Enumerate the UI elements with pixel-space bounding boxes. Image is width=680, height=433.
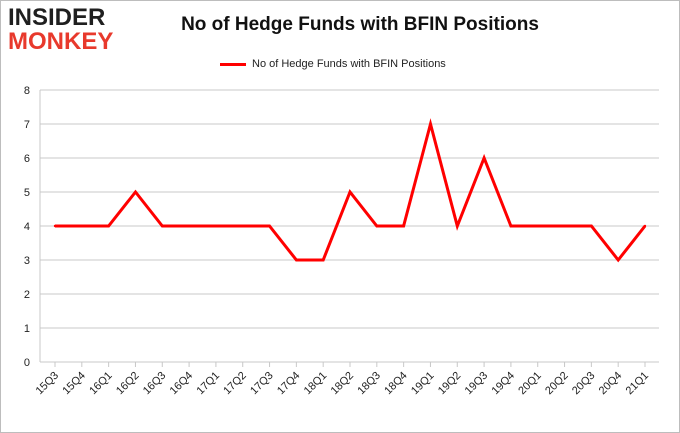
x-tick-label: 18Q4 <box>382 370 410 398</box>
y-tick-label: 6 <box>24 153 30 165</box>
x-tick-label: 17Q2 <box>221 370 249 398</box>
data-point <box>536 224 539 228</box>
data-point <box>80 224 84 228</box>
data-point <box>321 258 325 262</box>
y-tick-label: 3 <box>24 255 30 267</box>
data-point <box>456 224 459 228</box>
chart-legend: No of Hedge Funds with BFIN Positions <box>220 56 446 72</box>
x-tick-label: 21Q1 <box>624 370 652 398</box>
x-tick-label: 18Q2 <box>329 370 357 398</box>
logo-text-insider: INSIDER <box>8 4 106 31</box>
data-point <box>375 224 379 228</box>
x-tick-label: 20Q1 <box>516 370 544 398</box>
data-point <box>402 224 405 228</box>
x-tick-label: 16Q3 <box>141 370 169 398</box>
insider-monkey-logo: INSIDER MONKEY <box>8 4 128 54</box>
data-point <box>348 190 352 194</box>
data-point <box>53 224 57 228</box>
x-tick-label: 18Q1 <box>302 370 330 398</box>
legend-swatch <box>220 62 246 66</box>
x-tick-label: 20Q2 <box>543 370 571 398</box>
x-tick-label: 19Q4 <box>490 370 518 398</box>
x-tick-label: 16Q1 <box>87 370 115 398</box>
x-tick-label: 19Q3 <box>463 370 491 398</box>
data-point <box>482 156 486 160</box>
data-point <box>643 224 647 228</box>
y-tick-label: 7 <box>24 119 30 131</box>
x-tick-label: 18Q3 <box>355 370 383 398</box>
data-point <box>295 258 298 262</box>
y-tick-label: 8 <box>24 85 30 97</box>
data-point <box>107 224 110 228</box>
logo-text-monkey: MONKEY <box>8 28 114 55</box>
data-point <box>563 224 566 228</box>
y-tick-label: 0 <box>24 357 30 369</box>
y-tick-label: 2 <box>24 289 30 301</box>
data-point <box>241 224 244 228</box>
x-tick-label: 17Q1 <box>195 370 223 398</box>
data-point <box>214 224 218 228</box>
x-tick-label: 19Q2 <box>436 370 464 398</box>
data-point <box>268 224 271 228</box>
y-tick-label: 1 <box>24 323 30 335</box>
y-tick-label: 5 <box>24 187 30 199</box>
data-point <box>134 190 137 194</box>
data-point <box>590 224 593 228</box>
x-tick-label: 17Q4 <box>275 370 303 398</box>
data-point <box>429 122 432 126</box>
y-tick-label: 4 <box>24 221 30 233</box>
x-tick-label: 15Q4 <box>60 370 88 398</box>
x-tick-label: 19Q1 <box>409 370 437 398</box>
x-tick-label: 20Q4 <box>597 370 625 398</box>
data-point <box>161 224 164 228</box>
x-tick-label: 17Q3 <box>248 370 276 398</box>
data-point <box>616 258 620 262</box>
x-tick-label: 20Q3 <box>570 370 598 398</box>
x-tick-label: 16Q2 <box>114 370 142 398</box>
data-point <box>187 224 191 228</box>
data-point <box>509 224 513 228</box>
legend-label: No of Hedge Funds with BFIN Positions <box>252 58 446 70</box>
x-tick-label: 15Q3 <box>34 370 62 398</box>
chart-title: No of Hedge Funds with BFIN Positions <box>181 14 539 35</box>
x-tick-label: 16Q4 <box>168 370 196 398</box>
